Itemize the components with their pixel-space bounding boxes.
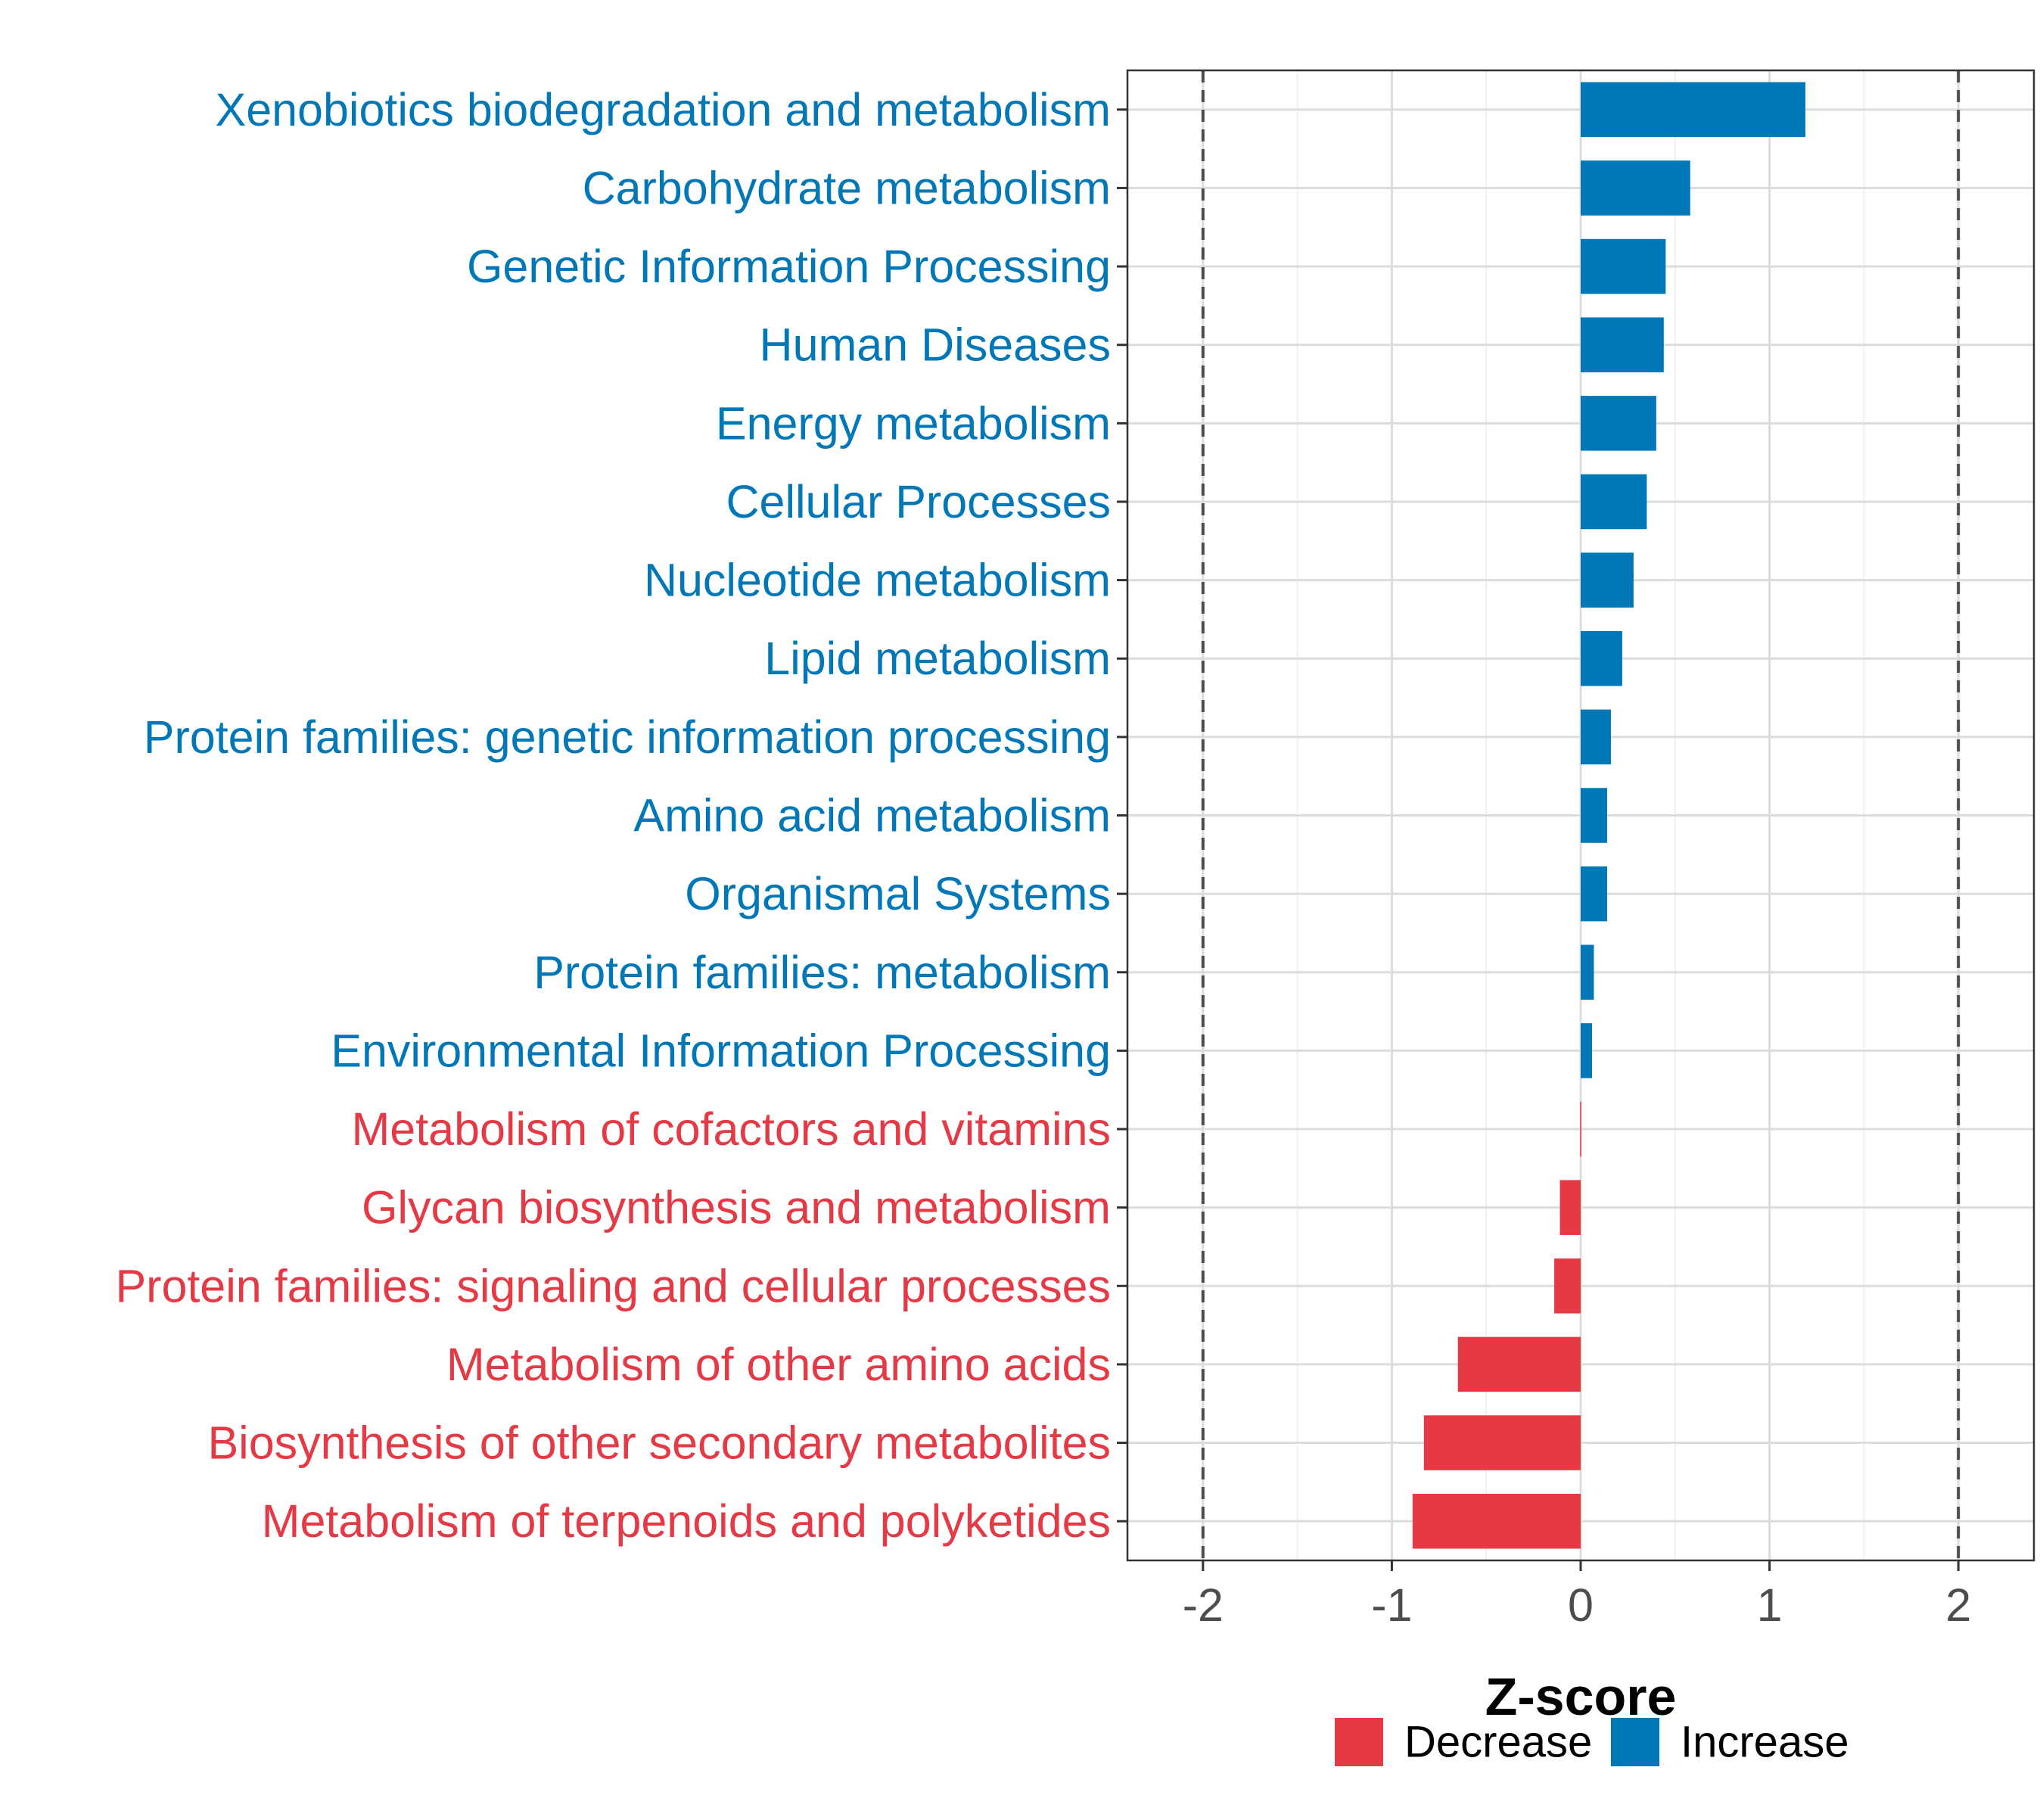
bar (1581, 552, 1634, 608)
category-label: Human Diseases (760, 319, 1111, 371)
category-label: Metabolism of cofactors and vitamins (351, 1103, 1111, 1155)
category-label: Amino acid metabolism (633, 790, 1111, 842)
bar (1412, 1493, 1581, 1549)
category-label: Metabolism of terpenoids and polyketides (262, 1495, 1111, 1547)
category-label: Nucleotide metabolism (644, 555, 1111, 606)
legend-swatch (1335, 1718, 1383, 1766)
legend-label: Increase (1681, 1718, 1849, 1767)
category-label: Xenobiotics biodegradation and metabolis… (216, 84, 1111, 135)
bar (1581, 474, 1647, 530)
category-label: Metabolism of other amino acids (446, 1339, 1111, 1390)
x-axis-title: Z-score (1485, 1667, 1677, 1726)
category-label: Protein families: genetic information pr… (144, 711, 1111, 763)
bar (1581, 709, 1611, 765)
x-tick-label: -2 (1183, 1579, 1224, 1631)
bar (1581, 82, 1806, 138)
y-axis: Xenobiotics biodegradation and metabolis… (115, 84, 1127, 1547)
category-label: Energy metabolism (716, 397, 1111, 449)
x-tick-label: 2 (1945, 1579, 1971, 1631)
category-label: Carbohydrate metabolism (583, 162, 1111, 213)
bar (1581, 630, 1622, 686)
bar (1581, 317, 1664, 372)
bars-layer (1412, 82, 1806, 1549)
bar (1581, 238, 1666, 294)
bar (1581, 788, 1607, 843)
bar (1554, 1258, 1581, 1314)
bar (1580, 1101, 1581, 1157)
category-label: Environmental Information Processing (331, 1025, 1111, 1076)
bar (1559, 1180, 1581, 1235)
category-label: Glycan biosynthesis and metabolism (362, 1182, 1111, 1234)
x-tick-label: 1 (1757, 1579, 1783, 1631)
legend: Decrease Increase (1335, 1718, 1849, 1767)
x-tick-label: 0 (1568, 1579, 1594, 1631)
category-label: Organismal Systems (685, 868, 1111, 919)
bar (1581, 160, 1690, 216)
category-label: Protein families: signaling and cellular… (115, 1260, 1111, 1311)
category-label: Protein families: metabolism (533, 947, 1111, 998)
bar (1423, 1415, 1581, 1470)
legend-swatch (1611, 1718, 1659, 1766)
category-label: Cellular Processes (726, 476, 1111, 527)
category-label: Genetic Information Processing (467, 241, 1111, 292)
bar (1581, 944, 1594, 1000)
reference-lines-layer (1201, 70, 1961, 1560)
x-axis: -2 -1 0 1 2 (1183, 1560, 1971, 1631)
x-tick-label: -1 (1371, 1579, 1412, 1631)
category-label: Lipid metabolism (764, 633, 1111, 684)
legend-label: Decrease (1404, 1718, 1592, 1767)
bar (1457, 1336, 1581, 1392)
bar (1581, 866, 1607, 922)
bar (1581, 1023, 1592, 1078)
bar (1581, 396, 1656, 451)
category-label: Biosynthesis of other secondary metaboli… (207, 1417, 1111, 1469)
